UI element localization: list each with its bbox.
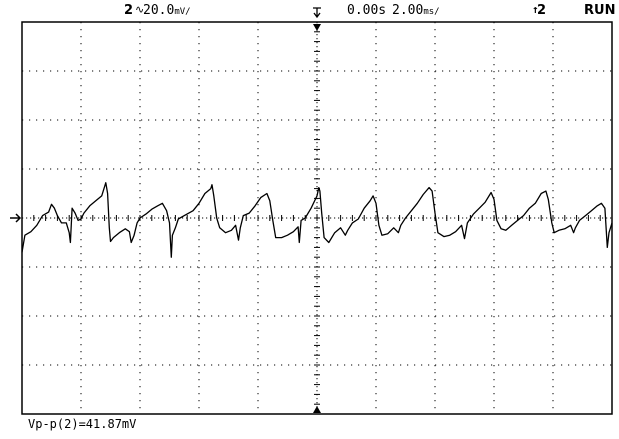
run-state[interactable]: RUN — [584, 3, 616, 18]
graticule — [21, 21, 613, 415]
waveform-trace — [21, 182, 613, 258]
channel-number: 2 — [124, 3, 134, 18]
trace-line — [21, 182, 613, 258]
time-per-div: 2.00ms/ — [392, 3, 440, 18]
trigger-icon — [313, 7, 321, 19]
bottom-center-marker — [313, 406, 321, 413]
channel-ground-marker — [10, 213, 22, 223]
coupling-icon: ∿ — [135, 3, 145, 16]
volts-per-div: 20.0mV/ — [143, 3, 191, 18]
markers — [10, 7, 321, 413]
time-position: 0.00s — [347, 3, 387, 18]
measurement-readout: Vp-p(2)=41.87mV — [28, 417, 137, 431]
trigger-source: 2 — [537, 3, 547, 18]
status-bar: 2 ∿ 20.0mV/ 0.00s 2.00ms/ ↑ 2 RUN — [0, 0, 619, 22]
trigger-position-marker — [313, 24, 321, 31]
trigger-slope-icon: ↑ — [532, 3, 539, 16]
